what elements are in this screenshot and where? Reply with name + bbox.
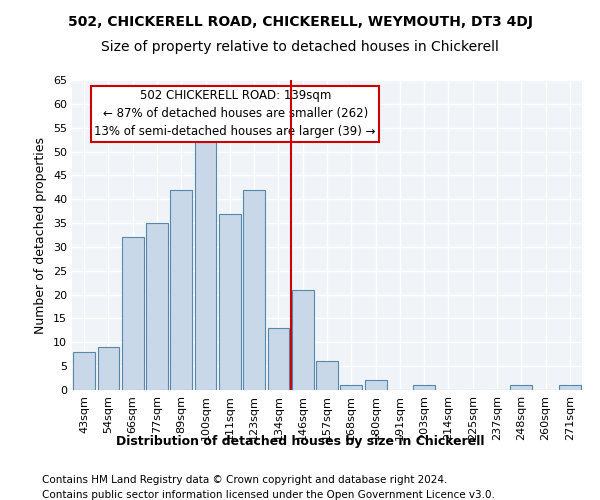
Bar [243,190,265,390]
Bar [511,385,532,390]
Bar [146,223,168,390]
Bar [97,347,119,390]
Bar [73,352,95,390]
Text: Contains public sector information licensed under the Open Government Licence v3: Contains public sector information licen… [42,490,495,500]
Text: 502 CHICKERELL ROAD: 139sqm
← 87% of detached houses are smaller (262)
13% of se: 502 CHICKERELL ROAD: 139sqm ← 87% of det… [94,90,376,138]
Y-axis label: Number of detached properties: Number of detached properties [34,136,47,334]
Bar [413,385,435,390]
Bar [122,238,143,390]
Bar [292,290,314,390]
Bar [559,385,581,390]
Bar [316,362,338,390]
Text: 502, CHICKERELL ROAD, CHICKERELL, WEYMOUTH, DT3 4DJ: 502, CHICKERELL ROAD, CHICKERELL, WEYMOU… [67,15,533,29]
Bar [170,190,192,390]
Bar [219,214,241,390]
Bar [268,328,289,390]
Text: Distribution of detached houses by size in Chickerell: Distribution of detached houses by size … [116,435,484,448]
Bar [365,380,386,390]
Text: Size of property relative to detached houses in Chickerell: Size of property relative to detached ho… [101,40,499,54]
Bar [194,142,217,390]
Text: Contains HM Land Registry data © Crown copyright and database right 2024.: Contains HM Land Registry data © Crown c… [42,475,448,485]
Bar [340,385,362,390]
